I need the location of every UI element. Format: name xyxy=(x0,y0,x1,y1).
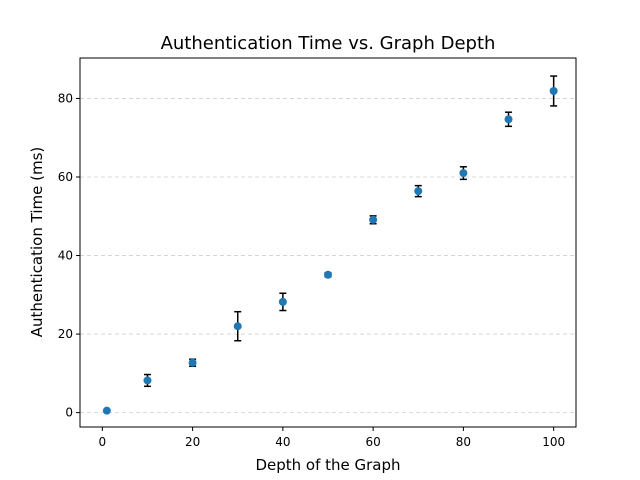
y-tick-label: 60 xyxy=(58,170,73,184)
y-tick-label: 40 xyxy=(58,249,73,263)
data-point xyxy=(504,115,513,124)
y-tick-label: 20 xyxy=(58,327,73,341)
x-tick-label: 100 xyxy=(542,435,565,449)
data-point xyxy=(459,169,468,178)
data-point xyxy=(414,187,423,196)
x-tick-label: 0 xyxy=(99,435,107,449)
x-tick-label: 20 xyxy=(185,435,200,449)
data-points xyxy=(102,86,558,415)
data-point xyxy=(278,297,287,306)
data-point xyxy=(143,376,152,385)
data-point xyxy=(369,215,378,224)
grid-lines xyxy=(80,98,576,414)
x-axis-label: Depth of the Graph xyxy=(255,456,400,474)
chart-title: Authentication Time vs. Graph Depth xyxy=(161,33,496,54)
x-axis-ticks: 0 20 40 60 80 100 xyxy=(99,427,565,449)
y-axis-label: Authentication Time (ms) xyxy=(28,147,46,338)
data-point xyxy=(549,86,558,95)
data-point xyxy=(102,406,111,415)
x-tick-label: 60 xyxy=(365,435,380,449)
data-point xyxy=(324,270,332,279)
data-point xyxy=(188,358,197,367)
x-tick-label: 80 xyxy=(456,435,471,449)
data-point xyxy=(233,322,242,331)
x-tick-label: 40 xyxy=(275,435,290,449)
y-axis-ticks: 0 20 40 60 80 xyxy=(58,91,80,420)
y-tick-label: 80 xyxy=(58,91,73,105)
y-tick-label: 0 xyxy=(65,406,73,420)
plot-area-frame xyxy=(79,57,577,428)
